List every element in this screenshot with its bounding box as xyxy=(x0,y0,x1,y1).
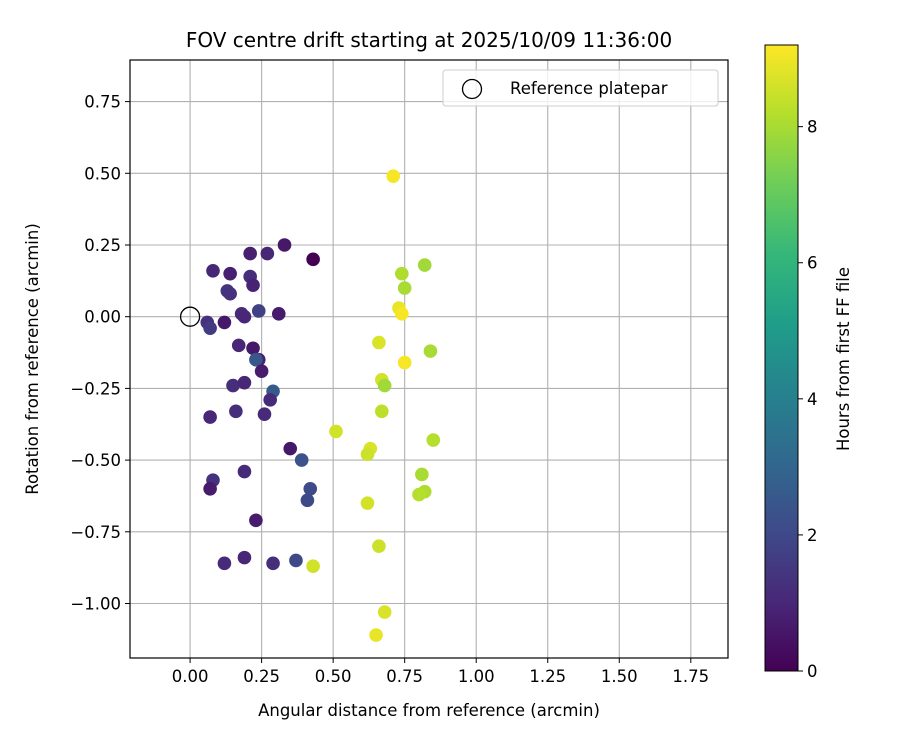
reference-platepar-marker xyxy=(179,306,201,327)
data-point xyxy=(377,605,392,619)
data-point xyxy=(397,281,412,295)
data-point xyxy=(249,352,263,367)
data-points xyxy=(200,169,441,642)
y-tick-label: −0.75 xyxy=(70,523,121,542)
x-tick-label: 0.25 xyxy=(243,667,280,686)
data-point xyxy=(203,481,217,496)
data-point xyxy=(303,481,318,496)
x-tick-label: 1.75 xyxy=(672,667,709,686)
y-tick-label: 0.50 xyxy=(84,164,121,183)
data-point xyxy=(229,404,243,419)
data-point xyxy=(243,246,257,261)
y-axis-ticks: 0.75 0.50 0.25 0.00 −0.25 −0.50 −0.75 −1.00 xyxy=(70,93,130,614)
data-point xyxy=(372,335,386,350)
chart-title: FOV centre drift starting at 2025/10/09 … xyxy=(186,28,672,52)
data-point xyxy=(329,424,343,439)
data-point xyxy=(254,364,269,378)
colorbar-label: Hours from first FF file xyxy=(834,267,853,451)
data-point xyxy=(397,355,412,370)
data-point xyxy=(369,628,383,642)
y-tick-label: 0.75 xyxy=(84,93,121,112)
data-point xyxy=(223,286,237,301)
data-point xyxy=(289,553,303,568)
x-axis-ticks: 0.00 0.25 0.50 0.75 1.00 1.25 1.50 1.75 xyxy=(172,658,709,686)
data-point xyxy=(231,338,246,353)
data-point xyxy=(417,258,432,272)
colorbar-tick-label: 0 xyxy=(807,662,818,681)
data-point xyxy=(237,550,252,565)
data-point xyxy=(246,278,260,292)
colorbar-tick-label: 6 xyxy=(807,254,818,273)
data-point xyxy=(360,447,375,462)
data-point xyxy=(277,238,292,252)
plot-frame xyxy=(129,59,729,659)
data-point xyxy=(300,493,315,508)
data-point xyxy=(372,539,386,553)
data-point xyxy=(237,309,252,324)
x-tick-label: 0.00 xyxy=(172,667,209,686)
legend-marker-icon xyxy=(461,78,483,100)
data-point xyxy=(374,404,389,419)
y-axis-label: Rotation from reference (arcmin) xyxy=(23,223,42,495)
data-point xyxy=(360,496,375,510)
x-tick-label: 1.50 xyxy=(601,667,638,686)
data-point xyxy=(306,559,320,574)
x-tick-label: 1.00 xyxy=(458,667,495,686)
colorbar-tick-label: 2 xyxy=(807,526,818,545)
data-point xyxy=(257,407,272,422)
data-point xyxy=(223,266,237,281)
data-point xyxy=(260,246,275,261)
colorbar-gradient xyxy=(764,44,799,672)
colorbar-tick-label: 4 xyxy=(807,390,818,409)
data-point xyxy=(217,556,232,571)
data-point xyxy=(426,433,441,447)
data-point xyxy=(423,344,438,358)
data-point xyxy=(263,393,278,407)
data-point xyxy=(283,441,298,456)
data-point xyxy=(237,375,252,390)
data-point xyxy=(203,321,217,335)
data-point xyxy=(395,307,409,321)
y-tick-label: −0.25 xyxy=(70,379,121,398)
data-point xyxy=(226,378,240,393)
legend: Reference platepar xyxy=(442,69,719,107)
data-point xyxy=(249,513,263,528)
data-point xyxy=(386,169,401,183)
data-point xyxy=(246,341,260,356)
data-point xyxy=(271,307,286,321)
data-point xyxy=(415,467,429,482)
x-tick-label: 0.50 xyxy=(315,667,352,686)
colorbar: 0 2 4 6 8 Hours from first FF file xyxy=(764,44,853,681)
x-tick-label: 0.75 xyxy=(386,667,423,686)
x-axis-label: Angular distance from reference (arcmin) xyxy=(258,701,600,720)
data-point xyxy=(203,410,217,424)
legend-entry-label: Reference platepar xyxy=(510,79,668,98)
data-point xyxy=(377,378,392,393)
y-tick-label: −1.00 xyxy=(70,595,121,614)
colorbar-ticks: 0 2 4 6 8 xyxy=(798,118,818,681)
data-point xyxy=(306,252,320,267)
data-point xyxy=(395,266,409,281)
data-point xyxy=(294,453,309,467)
y-tick-label: 0.25 xyxy=(84,236,121,255)
y-tick-label: 0.00 xyxy=(84,308,121,327)
y-tick-label: −0.50 xyxy=(70,451,121,470)
data-point xyxy=(412,487,426,502)
data-point xyxy=(206,264,220,278)
data-point xyxy=(251,304,266,318)
data-point xyxy=(217,315,232,330)
data-point xyxy=(237,464,252,479)
colorbar-tick-label: 8 xyxy=(807,118,818,137)
grid-lines xyxy=(130,60,728,658)
legend-box xyxy=(442,69,719,107)
x-tick-label: 1.25 xyxy=(529,667,566,686)
data-point xyxy=(266,556,280,571)
